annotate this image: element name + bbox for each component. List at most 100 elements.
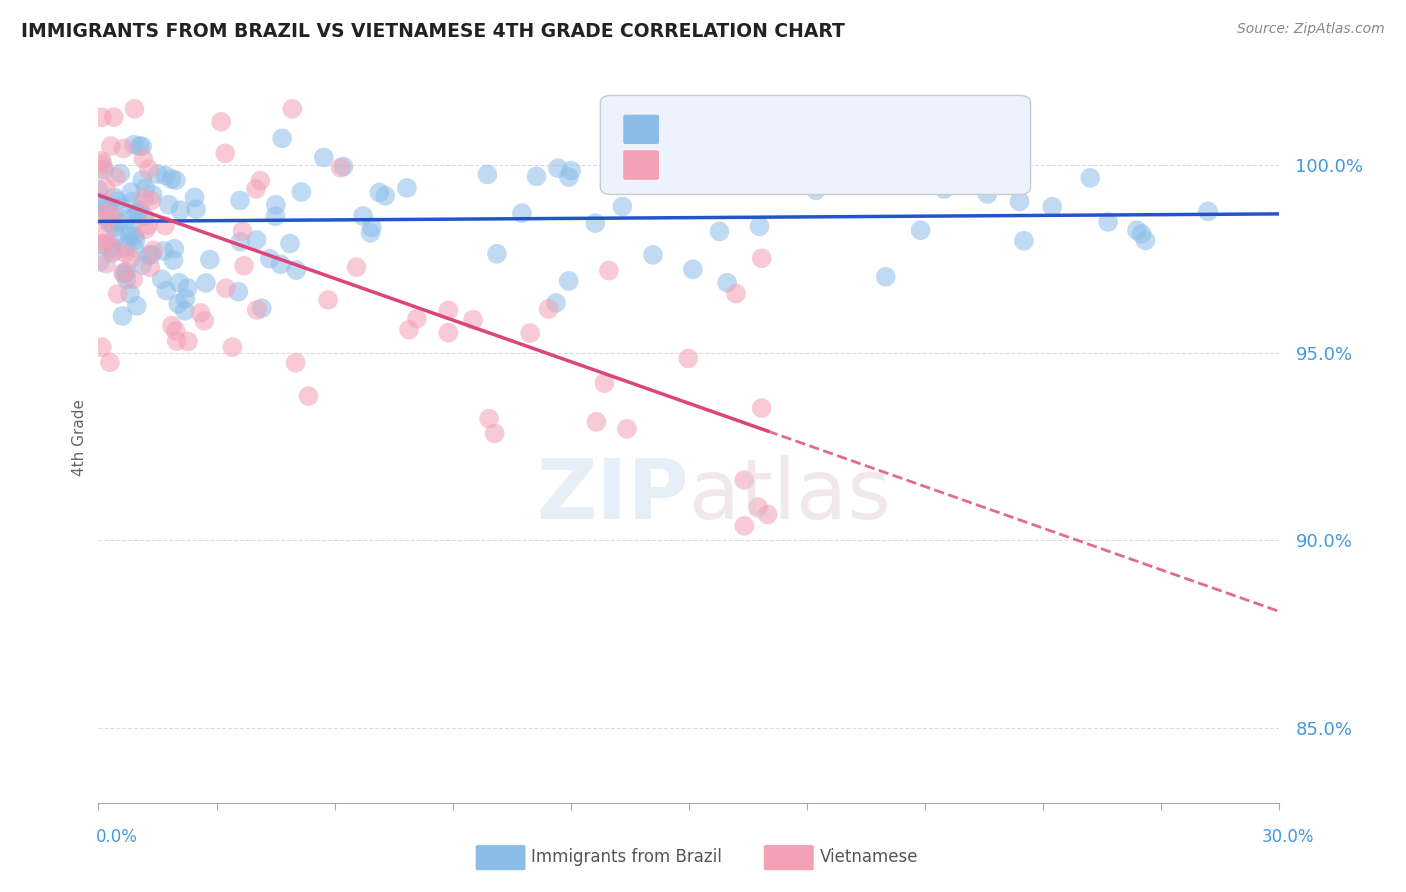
Point <box>101 245 124 260</box>
Point <box>94 236 117 251</box>
Point <box>115 272 138 286</box>
Point <box>107 194 129 209</box>
Point <box>875 269 897 284</box>
Point <box>716 276 738 290</box>
Point <box>127 207 149 221</box>
Point <box>96 257 118 271</box>
Point <box>122 240 145 254</box>
Point <box>374 189 396 203</box>
Point <box>290 185 312 199</box>
Point <box>1126 223 1149 237</box>
Point <box>406 311 429 326</box>
Point <box>748 219 770 234</box>
Point <box>128 202 150 217</box>
Point <box>278 236 301 251</box>
Point <box>484 426 506 441</box>
Text: IMMIGRANTS FROM BRAZIL VS VIETNAMESE 4TH GRADE CORRELATION CHART: IMMIGRANTS FROM BRAZIL VS VIETNAMESE 4TH… <box>21 22 845 41</box>
Point <box>332 160 354 174</box>
Point <box>135 222 157 236</box>
Text: 120: 120 <box>853 120 891 138</box>
Text: 0.028: 0.028 <box>713 120 770 138</box>
Point <box>122 137 145 152</box>
Point <box>560 163 582 178</box>
Point <box>139 260 162 275</box>
Point <box>1008 194 1031 209</box>
Point <box>167 276 190 290</box>
Point <box>134 191 156 205</box>
Point <box>121 194 143 209</box>
Point <box>131 139 153 153</box>
Text: Vietnamese: Vietnamese <box>820 848 918 866</box>
Point <box>153 219 176 233</box>
Point <box>118 229 141 244</box>
Point <box>87 162 110 177</box>
Point <box>558 170 581 185</box>
Point <box>229 194 252 208</box>
Point <box>461 312 484 326</box>
Point <box>910 223 932 237</box>
Text: atlas: atlas <box>689 455 890 536</box>
Point <box>114 240 136 254</box>
Point <box>157 197 180 211</box>
Point <box>163 242 186 256</box>
Text: 30.0%: 30.0% <box>1263 828 1315 846</box>
Point <box>398 323 420 337</box>
Y-axis label: 4th Grade: 4th Grade <box>72 399 87 475</box>
Point <box>104 243 127 257</box>
Point <box>1097 215 1119 229</box>
Point <box>120 185 142 199</box>
Point <box>98 216 121 230</box>
Point <box>751 401 773 415</box>
Point <box>510 206 533 220</box>
Point <box>360 220 382 235</box>
Point <box>96 204 118 219</box>
Point <box>134 181 156 195</box>
Point <box>1197 204 1219 219</box>
Point <box>91 199 114 213</box>
Point <box>437 326 460 340</box>
Point <box>583 216 606 230</box>
Point <box>485 246 508 260</box>
Point <box>329 161 352 175</box>
Text: N =: N = <box>808 156 848 174</box>
Point <box>751 132 773 146</box>
Point <box>312 151 335 165</box>
Point <box>90 340 112 354</box>
Point <box>437 303 460 318</box>
Point <box>110 200 132 214</box>
Point <box>173 303 195 318</box>
Point <box>107 286 129 301</box>
Point <box>104 169 127 184</box>
Point <box>165 173 187 187</box>
Text: 76: 76 <box>853 156 879 174</box>
Point <box>131 258 153 272</box>
Point <box>146 167 169 181</box>
Point <box>226 285 249 299</box>
Point <box>112 142 135 156</box>
Point <box>593 376 616 390</box>
Point <box>177 334 200 349</box>
Point <box>934 182 956 196</box>
Point <box>359 226 381 240</box>
Point <box>96 201 118 215</box>
Point <box>250 301 273 316</box>
Point <box>544 296 567 310</box>
Point <box>121 252 143 266</box>
Point <box>724 286 747 301</box>
Text: ZIP: ZIP <box>537 455 689 536</box>
Point <box>167 297 190 311</box>
Point <box>115 265 138 279</box>
Point <box>124 228 146 243</box>
Point <box>138 161 160 176</box>
Point <box>678 351 700 366</box>
Point <box>198 252 221 267</box>
Point <box>193 314 215 328</box>
Point <box>1078 170 1101 185</box>
Point <box>125 208 148 222</box>
Point <box>132 152 155 166</box>
Point <box>264 209 287 223</box>
Point <box>229 235 252 249</box>
Point <box>190 306 212 320</box>
Point <box>585 415 607 429</box>
Point <box>114 246 136 260</box>
